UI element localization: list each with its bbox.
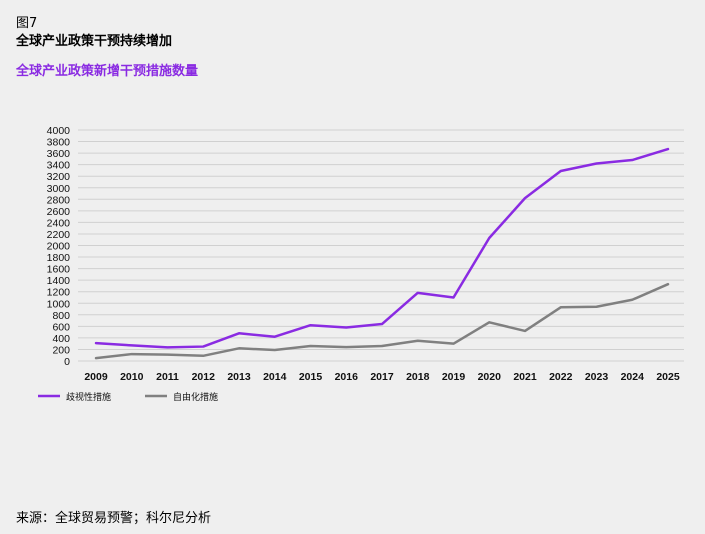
y-tick-label: 0 xyxy=(64,356,70,368)
x-tick-label: 2010 xyxy=(120,371,144,383)
y-tick-label: 2400 xyxy=(47,217,71,229)
y-axis-ticks: 0200400600800100012001400160018002000220… xyxy=(47,125,71,368)
y-tick-label: 2000 xyxy=(47,241,71,253)
x-tick-label: 2017 xyxy=(370,371,394,383)
x-tick-label: 2015 xyxy=(299,371,323,383)
y-tick-label: 1000 xyxy=(47,298,71,310)
x-tick-label: 2019 xyxy=(442,371,466,383)
x-tick-label: 2021 xyxy=(513,371,537,383)
x-tick-label: 2020 xyxy=(478,371,502,383)
chart-subtitle: 全球产业政策新增干预措施数量 xyxy=(16,64,199,79)
grid-lines xyxy=(78,129,684,362)
y-tick-label: 400 xyxy=(52,333,70,345)
y-tick-label: 4000 xyxy=(47,125,71,137)
y-tick-label: 800 xyxy=(52,310,70,322)
y-tick-label: 2800 xyxy=(47,194,71,206)
x-tick-label: 2012 xyxy=(192,371,216,383)
x-tick-label: 2018 xyxy=(406,371,430,383)
x-tick-label: 2011 xyxy=(156,371,179,383)
legend-label: 自由化措施 xyxy=(173,391,218,403)
y-tick-label: 1400 xyxy=(47,275,71,287)
legend: 歧视性措施 自由化措施 xyxy=(38,391,218,403)
y-tick-label: 1600 xyxy=(47,264,71,276)
x-tick-label: 2024 xyxy=(621,371,645,383)
series-line xyxy=(94,147,670,349)
figure-label: 图7 xyxy=(16,16,38,31)
x-tick-label: 2016 xyxy=(335,371,359,383)
source-note: 来源：全球贸易预警；科尔尼分析 xyxy=(16,511,212,526)
y-tick-label: 3200 xyxy=(47,171,71,183)
y-tick-label: 600 xyxy=(52,321,70,333)
y-tick-label: 3600 xyxy=(47,148,71,160)
y-tick-label: 2600 xyxy=(47,206,71,218)
series-line xyxy=(94,282,670,360)
y-tick-label: 2200 xyxy=(47,229,71,241)
y-tick-label: 3800 xyxy=(47,137,71,149)
x-tick-label: 2009 xyxy=(84,371,108,383)
figure-title: 全球产业政策干预持续增加 xyxy=(16,34,173,49)
legend-label: 歧视性措施 xyxy=(66,391,111,403)
y-tick-label: 1800 xyxy=(47,252,71,264)
x-axis-ticks: 2009 2010 2011 2012 2013 2014 2015 2016 2017 2018… xyxy=(84,371,680,383)
y-tick-label: 3400 xyxy=(47,160,71,172)
series-lines xyxy=(94,147,670,360)
y-tick-label: 200 xyxy=(52,344,70,356)
x-tick-label: 2023 xyxy=(585,371,609,383)
y-tick-label: 1200 xyxy=(47,287,71,299)
x-tick-label: 2014 xyxy=(263,371,287,383)
y-tick-label: 3000 xyxy=(47,183,71,195)
x-tick-label: 2025 xyxy=(656,371,680,383)
x-tick-label: 2022 xyxy=(549,371,573,383)
x-tick-label: 2013 xyxy=(227,371,251,383)
